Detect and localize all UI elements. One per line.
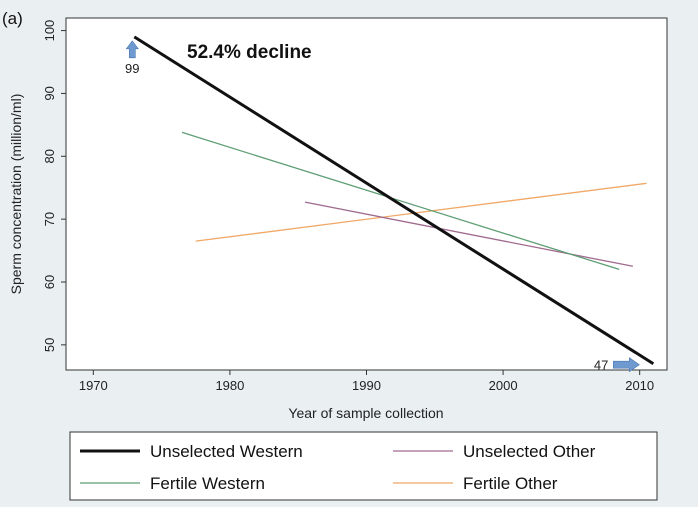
up-arrow-icon	[125, 40, 139, 59]
series-line	[181, 131, 620, 271]
legend: Unselected Western Fertile Western Unselec…	[69, 431, 658, 501]
series-layer	[133, 35, 655, 365]
x-tick-label: 2000	[489, 378, 518, 393]
x-tick-label: 1990	[352, 378, 381, 393]
x-tick-label: 1980	[215, 378, 244, 393]
legend-label: Fertile Other	[463, 474, 558, 493]
series-line	[304, 201, 633, 267]
legend-label: Fertile Western	[150, 474, 265, 493]
y-tick-label: 90	[42, 86, 57, 100]
legend-label: Unselected Western	[150, 442, 303, 461]
y-axis-title: Sperm concentration (million/ml)	[8, 94, 24, 295]
x-tick-label: 2010	[625, 378, 654, 393]
legend-box	[69, 431, 658, 501]
right-arrow-icon	[613, 357, 640, 373]
y-tick-label: 70	[42, 212, 57, 226]
x-axis-title: Year of sample collection	[288, 405, 443, 421]
start-value-label: 99	[125, 61, 139, 76]
legend-label: Unselected Other	[463, 442, 596, 461]
y-tick-label: 100	[42, 20, 57, 42]
axes: 1970 1980 1990 2000 2010 50 60 70 80 90 100	[42, 20, 654, 393]
y-tick-label: 80	[42, 149, 57, 163]
annotation-layer: 52.4% decline 99 47	[125, 40, 640, 373]
y-tick-label: 60	[42, 275, 57, 289]
panel-label: (a)	[2, 9, 23, 28]
series-line	[133, 35, 655, 365]
series-line	[195, 182, 647, 242]
y-tick-label: 50	[42, 338, 57, 352]
end-value-label: 47	[594, 358, 608, 373]
decline-annotation: 52.4% decline	[187, 42, 312, 63]
x-tick-label: 1970	[79, 378, 108, 393]
